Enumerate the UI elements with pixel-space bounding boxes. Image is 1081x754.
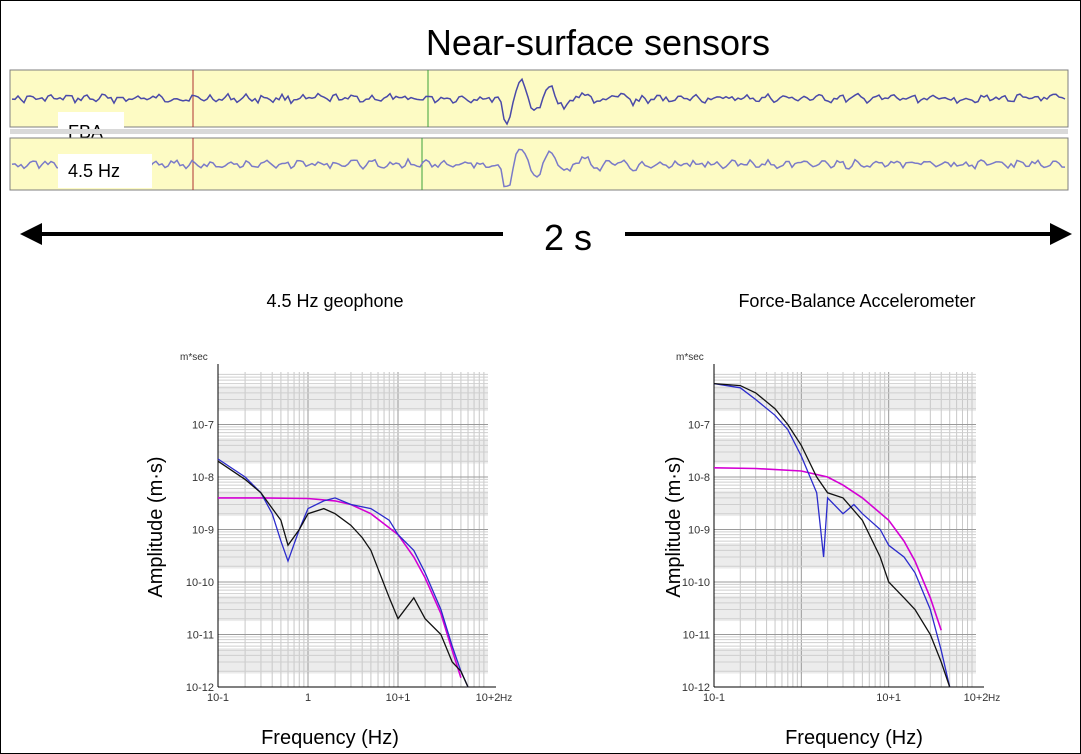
grid-band bbox=[714, 385, 976, 412]
y-axis-label: Amplitude (m·s) bbox=[145, 456, 167, 597]
y-tick-label: 10-7 bbox=[688, 420, 710, 432]
arrow-left-head bbox=[20, 223, 42, 245]
grid-band bbox=[218, 648, 488, 674]
y-tick-label: 10-8 bbox=[192, 472, 214, 484]
y-axis-label: Amplitude (m·s) bbox=[663, 456, 685, 597]
trace-strip-geophone: 4.5 Hz bbox=[9, 137, 1069, 191]
spectrum-chart-fba: m*sec Hz 10-12 10-11 10-10 10-9 10-8 10-7 10-1 10… bbox=[676, 352, 1000, 704]
slide-title: Near-surface sensors bbox=[426, 22, 770, 63]
y-unit-label: m*sec bbox=[180, 352, 208, 363]
y-tick-label: 10-9 bbox=[192, 525, 214, 537]
waveform bbox=[11, 77, 1066, 126]
y-unit-label: m*sec bbox=[676, 352, 704, 363]
y-tick-label: 10-9 bbox=[688, 525, 710, 537]
x-axis-label: Frequency (Hz) bbox=[785, 727, 923, 749]
x-tick-label: 1 bbox=[305, 692, 311, 704]
y-tick-label: 10-10 bbox=[682, 577, 710, 589]
series-line bbox=[713, 382, 951, 688]
chart-title: 4.5 Hz geophone bbox=[266, 291, 403, 311]
x-tick-label: 10+2 bbox=[964, 692, 989, 704]
arrow-right-head bbox=[1050, 223, 1072, 245]
y-tick-label: 10-11 bbox=[187, 630, 214, 642]
x-axis-label: Frequency (Hz) bbox=[261, 727, 399, 749]
trace-label-box bbox=[58, 154, 152, 188]
grid-band bbox=[714, 648, 976, 674]
y-tick-label: 10-8 bbox=[688, 472, 710, 484]
x-tick-label: 10-1 bbox=[703, 692, 725, 704]
grid-band bbox=[218, 385, 488, 412]
y-tick-label: 10-12 bbox=[682, 682, 710, 694]
x-tick-label: 10+1 bbox=[876, 692, 901, 704]
grid-band bbox=[218, 595, 488, 622]
grid-band bbox=[714, 438, 976, 464]
duration-label: 2 s bbox=[544, 217, 592, 258]
chart-title: Force-Balance Accelerometer bbox=[738, 291, 975, 311]
series-line bbox=[713, 382, 951, 688]
trace-label: 4.5 Hz bbox=[68, 161, 120, 181]
series-line bbox=[713, 467, 942, 631]
x-tick-label: 10-1 bbox=[207, 692, 229, 704]
series-line bbox=[217, 458, 469, 688]
y-tick-label: 10-12 bbox=[186, 682, 214, 694]
y-tick-label: 10-7 bbox=[192, 420, 214, 432]
y-tick-label: 10-10 bbox=[186, 577, 214, 589]
x-unit-label: Hz bbox=[988, 693, 1000, 704]
x-tick-label: 10+2 bbox=[476, 692, 501, 704]
y-tick-label: 10-11 bbox=[683, 630, 710, 642]
x-tick-label: 10+1 bbox=[386, 692, 411, 704]
x-unit-label: Hz bbox=[500, 693, 512, 704]
duration-arrow: 2 s bbox=[20, 217, 1072, 258]
waveform bbox=[11, 148, 1066, 188]
trace-separator bbox=[10, 129, 1068, 134]
series-line bbox=[217, 460, 469, 688]
grid-band bbox=[218, 438, 488, 464]
trace-strip-background bbox=[9, 69, 1069, 128]
grid-band bbox=[714, 543, 976, 569]
trace-strip-background bbox=[9, 137, 1069, 191]
grid-band bbox=[218, 543, 488, 569]
grid-band bbox=[218, 490, 488, 517]
series-line bbox=[218, 497, 462, 679]
